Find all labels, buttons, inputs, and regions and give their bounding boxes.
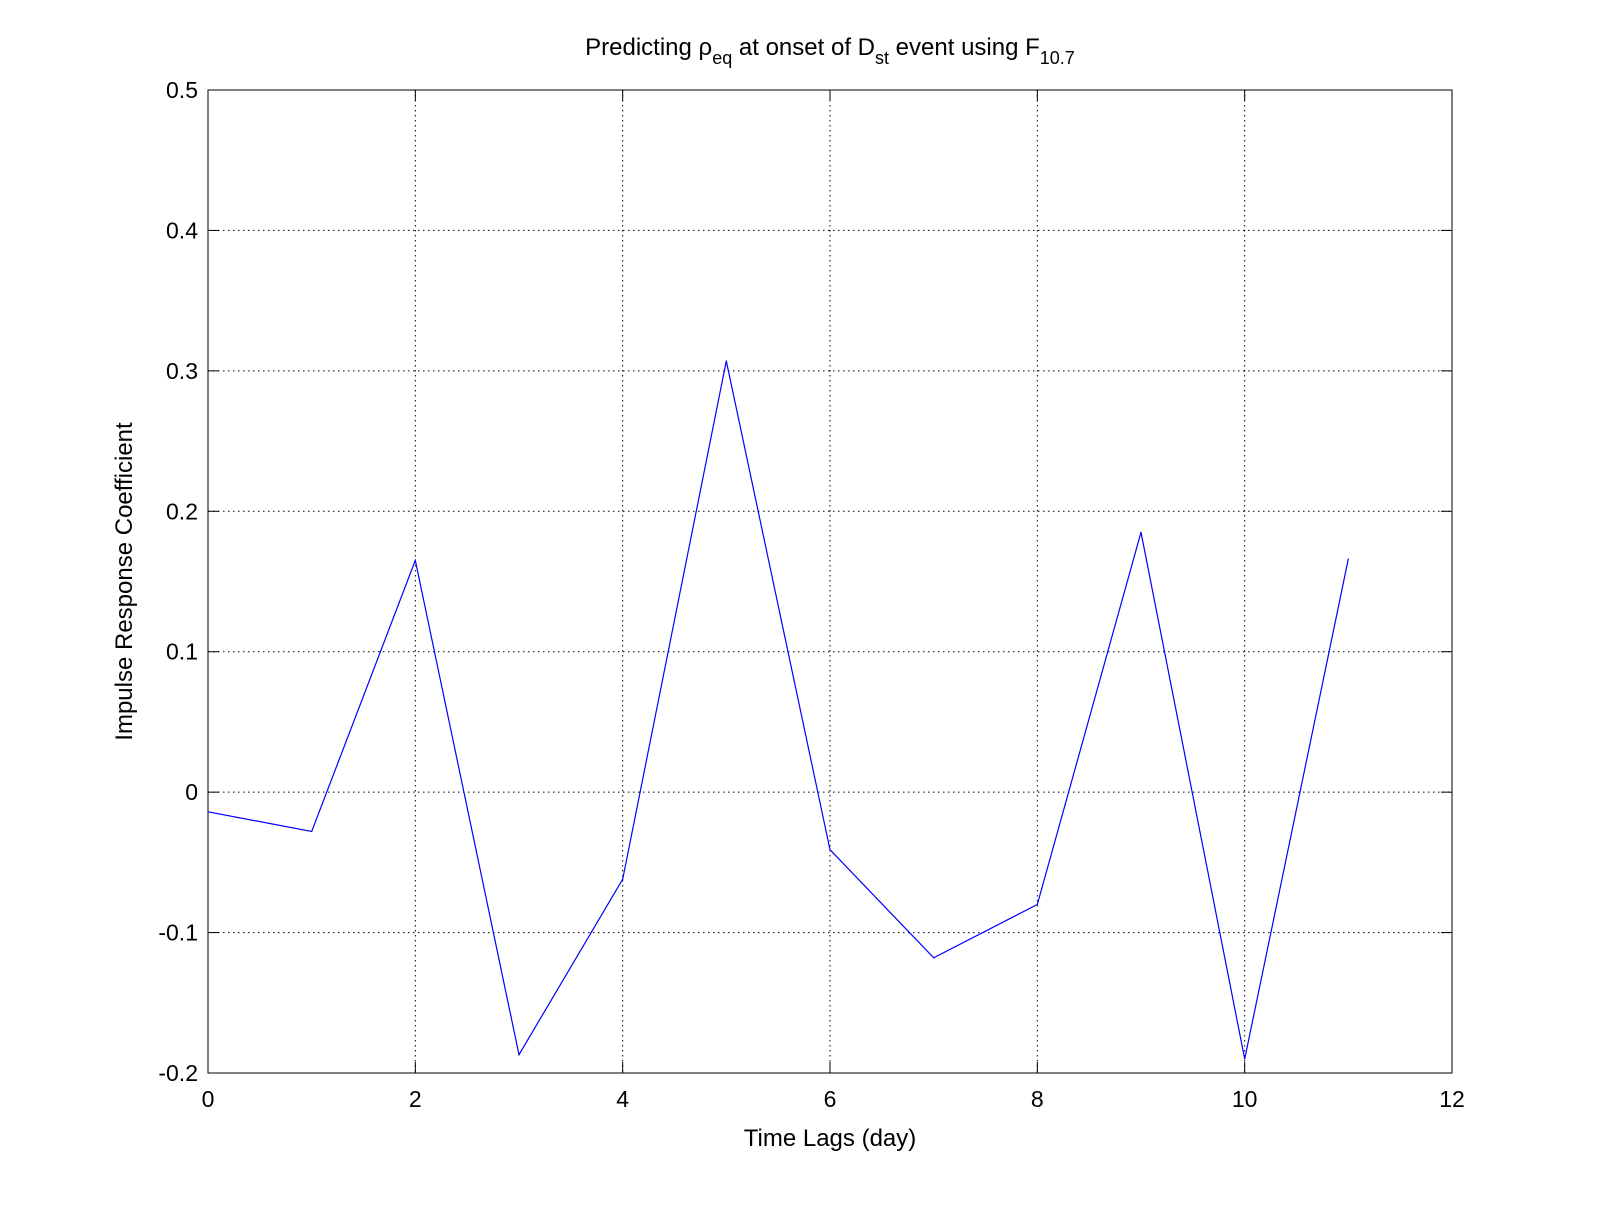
data-point	[414, 559, 416, 562]
x-tick-label: 0	[202, 1086, 215, 1112]
chart-title-subscript: eq	[712, 48, 732, 68]
y-tick-label: 0.2	[166, 498, 198, 524]
data-point	[725, 360, 727, 362]
chart-title-subscript: st	[875, 48, 889, 68]
chart-title: Predicting ρeq at onset of Dst event usi…	[585, 34, 1075, 68]
data-point	[1036, 903, 1038, 906]
chart-title-part: D	[858, 34, 875, 61]
y-tick-label: 0	[185, 779, 198, 805]
x-tick-label: 8	[1031, 1086, 1044, 1112]
data-point	[1140, 531, 1142, 533]
x-tick-label: 10	[1232, 1086, 1258, 1112]
data-point	[1347, 558, 1349, 560]
y-tick-labels: -0.2 -0.1 0 0.1 0.2 0.3 0.4 0.5	[158, 77, 198, 1086]
x-axis-label: Time Lags (day)	[744, 1125, 917, 1152]
tick-marks	[207, 89, 1453, 1074]
series-line	[207, 360, 1349, 1060]
data-point	[622, 878, 624, 880]
grid	[207, 89, 1453, 1074]
data-point	[518, 1054, 520, 1056]
chart-title-part: ρ	[699, 34, 713, 61]
data-point	[829, 849, 831, 851]
y-tick-label: 0.1	[166, 639, 198, 665]
chart-title-part: event using	[889, 34, 1025, 61]
x-tick-label: 2	[409, 1086, 422, 1112]
x-tick-label: 4	[616, 1086, 629, 1112]
y-tick-label: 0.5	[166, 77, 198, 103]
x-tick-label: 6	[824, 1086, 837, 1112]
x-tick-label: 12	[1439, 1086, 1465, 1112]
y-tick-label: 0.4	[166, 217, 198, 243]
y-tick-label: 0.3	[166, 358, 198, 384]
y-tick-label: -0.2	[158, 1060, 198, 1086]
data-point	[933, 957, 935, 959]
y-tick-label: -0.1	[158, 920, 198, 946]
series-layer	[207, 360, 1349, 1060]
data-point	[311, 830, 313, 833]
chart-title-part: at onset of	[732, 34, 857, 61]
x-tick-labels: 0 2 4 6 8 10 12	[202, 1086, 1465, 1112]
chart-title-part: F	[1025, 34, 1040, 61]
chart-title-subscript: 10.7	[1040, 48, 1075, 68]
chart-title-part: Predicting	[585, 34, 698, 61]
y-axis-label: Impulse Response Coefficient	[111, 422, 138, 741]
data-point	[207, 811, 209, 813]
data-point	[1244, 1058, 1246, 1060]
